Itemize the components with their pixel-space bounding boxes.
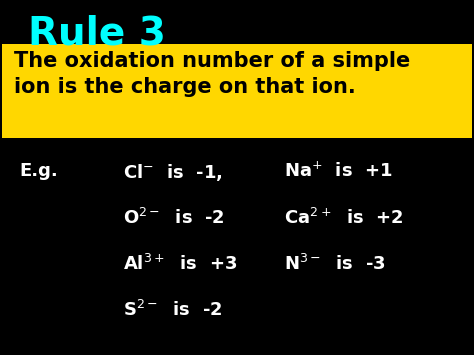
- Text: The oxidation number of a simple
ion is the charge on that ion.: The oxidation number of a simple ion is …: [14, 51, 410, 97]
- Text: $\mathdefault{Na}^{+}$  is  +1: $\mathdefault{Na}^{+}$ is +1: [284, 162, 393, 181]
- Text: Rule 3: Rule 3: [28, 14, 166, 52]
- Text: $\mathdefault{S}^{2-}$  is  -2: $\mathdefault{S}^{2-}$ is -2: [123, 300, 223, 320]
- Text: $\mathdefault{N}^{3-}$  is  -3: $\mathdefault{N}^{3-}$ is -3: [284, 254, 386, 274]
- Text: $\mathdefault{Al}^{3+}$  is  +3: $\mathdefault{Al}^{3+}$ is +3: [123, 254, 237, 274]
- Text: $\mathdefault{Cl}^{-}$  is  -1,: $\mathdefault{Cl}^{-}$ is -1,: [123, 162, 223, 182]
- FancyBboxPatch shape: [2, 44, 472, 138]
- Text: $\mathdefault{O}^{2-}$  is  -2: $\mathdefault{O}^{2-}$ is -2: [123, 208, 225, 228]
- Text: E.g.: E.g.: [19, 162, 58, 180]
- Text: $\mathdefault{Ca}^{2+}$  is  +2: $\mathdefault{Ca}^{2+}$ is +2: [284, 208, 404, 228]
